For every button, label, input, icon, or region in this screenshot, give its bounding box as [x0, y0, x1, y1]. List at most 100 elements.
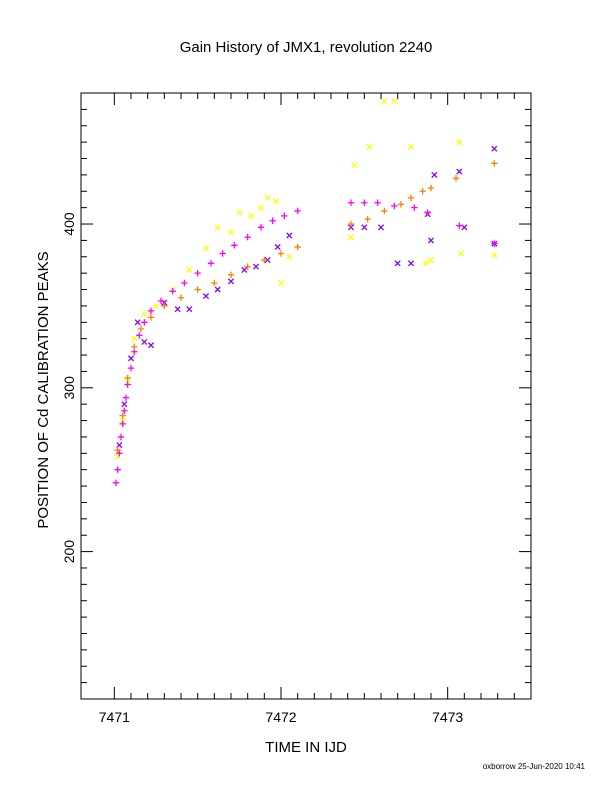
data-point	[131, 335, 138, 342]
data-point	[131, 343, 138, 351]
footer-credit: oxborrow 25-Jun-2020 10:41	[483, 762, 586, 771]
data-point	[127, 355, 135, 362]
data-point	[186, 266, 193, 273]
data-point	[137, 325, 145, 333]
data-point	[374, 199, 381, 206]
data-point	[361, 224, 368, 231]
data-point	[236, 209, 243, 216]
data-point	[281, 212, 288, 220]
data-point	[456, 139, 463, 146]
data-point	[347, 224, 355, 231]
data-point	[247, 212, 255, 219]
y-axis-label: POSITION OF Cd CALIBRATION PEAKS	[35, 251, 52, 528]
data-point	[272, 198, 280, 205]
data-point	[391, 202, 398, 210]
data-point	[286, 253, 293, 260]
data-point	[174, 306, 181, 313]
data-point	[252, 263, 260, 270]
y-tick-label: 200	[61, 540, 77, 564]
data-point	[227, 229, 235, 236]
data-point	[122, 394, 130, 401]
data-point	[124, 374, 131, 382]
series-2	[112, 199, 498, 487]
y-tick-label: 400	[61, 212, 77, 236]
data-point	[411, 204, 418, 211]
data-point	[116, 450, 123, 457]
data-point	[261, 256, 268, 264]
data-point	[407, 143, 415, 151]
data-point	[141, 319, 148, 326]
data-point	[391, 98, 398, 105]
data-point	[424, 209, 431, 216]
data-point	[269, 217, 276, 224]
data-point	[141, 338, 148, 346]
data-points	[112, 98, 498, 487]
data-point	[207, 260, 215, 267]
data-point	[136, 332, 143, 339]
data-point	[394, 260, 401, 267]
data-point	[124, 381, 131, 388]
data-point	[117, 433, 125, 441]
data-point	[119, 420, 126, 428]
data-point	[277, 250, 285, 257]
data-point	[294, 243, 301, 251]
data-point	[214, 286, 221, 293]
data-point	[181, 279, 188, 287]
data-point	[427, 256, 435, 264]
data-point	[491, 145, 498, 152]
data-point	[219, 250, 226, 257]
data-point	[121, 407, 128, 414]
x-tick-label: 7473	[432, 709, 463, 725]
data-point	[381, 207, 388, 215]
data-point	[147, 307, 155, 315]
data-point	[457, 250, 465, 257]
data-point	[452, 174, 460, 182]
data-point	[147, 314, 155, 321]
data-point	[121, 401, 128, 408]
data-point	[169, 287, 176, 295]
data-point	[202, 293, 210, 300]
data-point	[431, 171, 438, 178]
data-point	[491, 252, 498, 259]
data-point	[419, 188, 426, 195]
data-point	[407, 260, 415, 267]
data-point	[364, 215, 371, 223]
data-point	[257, 224, 265, 231]
x-axis-label: TIME IN IJD	[265, 739, 347, 756]
data-point	[152, 302, 160, 309]
data-point	[119, 417, 126, 424]
chart-title: Gain History of JMX1, revolution 2240	[180, 39, 433, 56]
data-point	[264, 256, 271, 264]
data-point	[347, 199, 355, 206]
data-point	[244, 263, 251, 270]
data-point	[211, 279, 218, 287]
series-3	[114, 160, 498, 454]
data-point	[427, 237, 435, 244]
data-point	[112, 479, 120, 487]
data-point	[491, 160, 498, 167]
data-point	[114, 446, 121, 454]
data-point	[214, 224, 221, 231]
data-point	[491, 240, 498, 247]
data-point	[407, 194, 415, 202]
y-tick-label: 300	[61, 376, 77, 400]
data-point	[202, 245, 210, 252]
data-point	[422, 260, 430, 267]
data-point	[274, 243, 281, 251]
data-point	[257, 204, 265, 211]
data-point	[161, 302, 168, 310]
data-point	[456, 222, 463, 229]
data-point	[141, 311, 148, 318]
axis-tick-labels: 7471 7472 7473 200 300 400	[61, 212, 463, 725]
data-point	[114, 466, 121, 473]
data-point	[461, 224, 468, 231]
data-point	[366, 143, 373, 151]
data-point	[157, 297, 165, 305]
data-point	[381, 98, 388, 105]
data-point	[119, 412, 126, 419]
data-point	[264, 194, 271, 201]
axis-ticks	[81, 92, 531, 699]
data-point	[147, 342, 155, 349]
data-point	[351, 162, 358, 169]
data-point	[427, 184, 435, 192]
